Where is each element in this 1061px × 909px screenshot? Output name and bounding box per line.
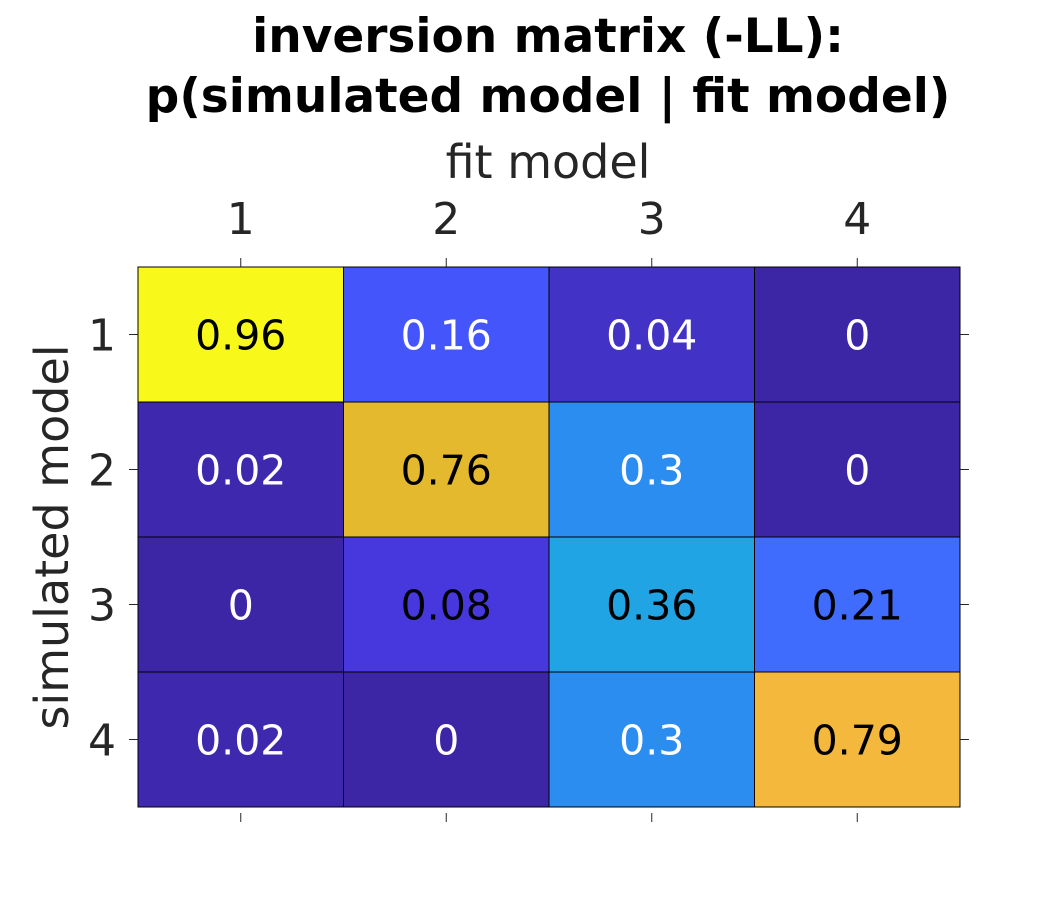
cell-value-label: 0.08 [401,582,492,630]
cell-value-label: 0.04 [606,312,697,360]
heatmap-cell [754,671,961,808]
x-tick-label: 4 [843,194,871,245]
y-tick-label: 1 [88,311,116,362]
chart-title-line-1: inversion matrix (-LL): [252,9,844,64]
heatmap-cell [137,266,344,403]
cell-value-label: 0.76 [401,447,492,495]
cell-value-label: 0.02 [195,717,286,765]
cell-value-label: 0 [228,582,254,630]
y-tick-label: 2 [88,446,116,497]
axis-ticks [129,258,969,822]
x-tick-label: 2 [432,194,460,245]
axis-tick-labels: 1 2 3 4 1 2 3 4 [88,194,871,767]
cell-value-label: 0.02 [195,447,286,495]
y-tick-label: 4 [88,716,116,767]
x-tick-label: 1 [227,194,255,245]
heatmap-cell [754,401,961,538]
heatmap-cell [343,536,550,673]
y-axis-label: simulated model [25,344,79,729]
x-axis-label: fit model [446,135,651,189]
heatmap-cell [137,536,344,673]
heatmap-cell [754,536,961,673]
cell-value-label: 0 [844,312,870,360]
heatmap-cell [754,266,961,403]
cell-value-label: 0.3 [619,717,684,765]
x-tick-label: 3 [638,194,666,245]
heatmap-cell [343,401,550,538]
y-tick-label: 3 [88,581,116,632]
cell-value-label: 0 [433,717,459,765]
cell-value-label: 0 [844,447,870,495]
heatmap-cell [548,266,755,403]
cell-value-label: 0.3 [619,447,684,495]
heatmap-cell [548,401,755,538]
heatmap-cell [137,671,344,808]
heatmap-cell [548,671,755,808]
cell-value-label: 0.21 [812,582,903,630]
cell-value-label: 0.96 [195,312,286,360]
cell-value-label: 0.79 [812,717,903,765]
cell-value-label: 0.36 [606,582,697,630]
heatmap-cell [343,671,550,808]
chart-title-line-2: p(simulated model | fit model) [146,69,951,124]
cell-value-label: 0.16 [401,312,492,360]
heatmap-cells: 0.96 0.16 0.04 0 0.02 0.76 0.3 0 0 0.08 0.36 0.21 0.… [137,266,961,808]
